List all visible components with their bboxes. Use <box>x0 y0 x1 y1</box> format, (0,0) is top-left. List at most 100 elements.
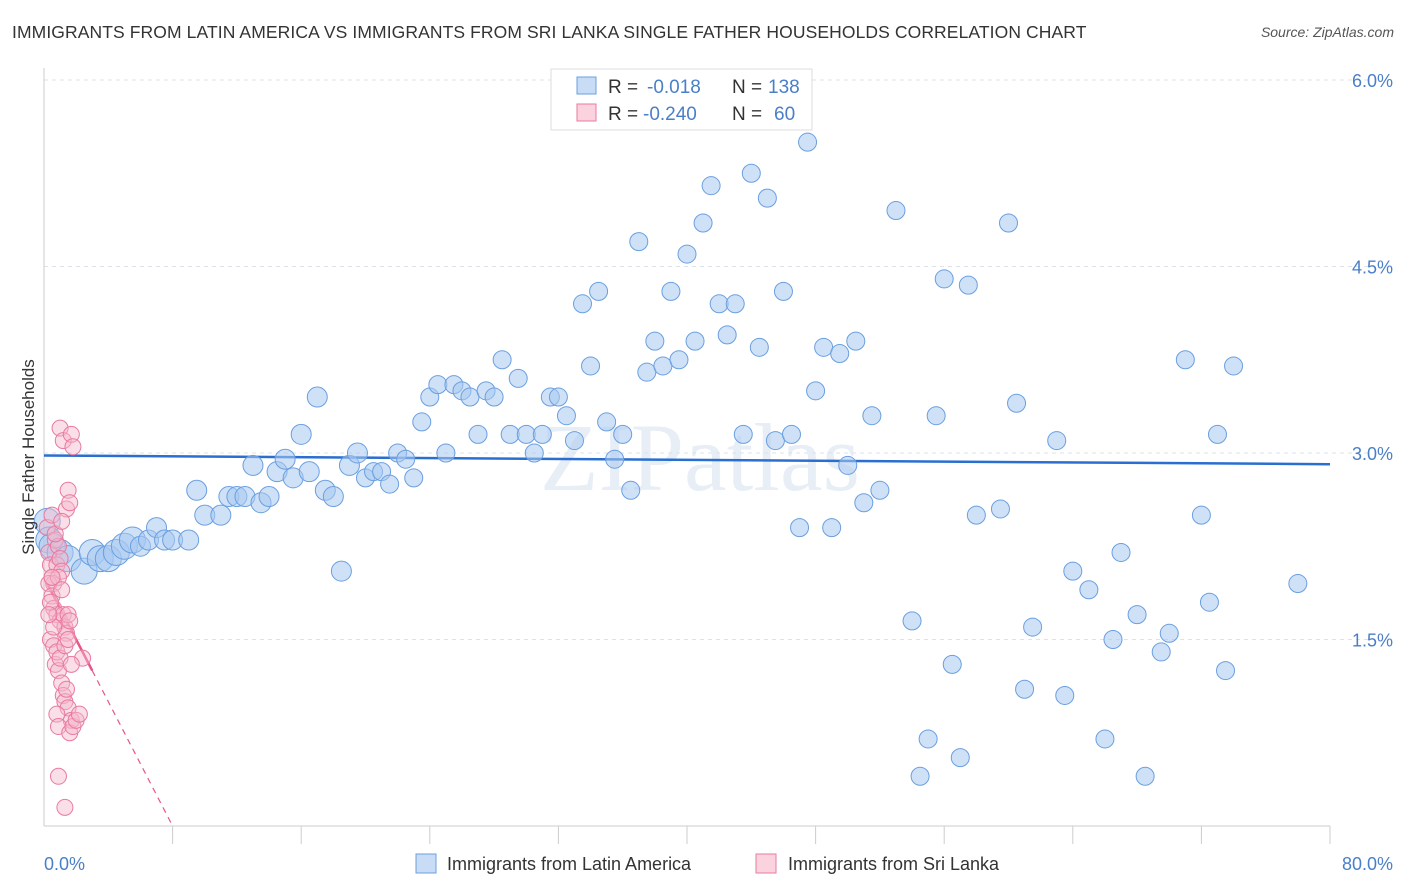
sri-lanka-point <box>43 587 61 605</box>
bottom-legend-label-blue: Immigrants from Latin America <box>447 854 692 874</box>
latin-america-point <box>870 480 890 500</box>
latin-america-point <box>436 443 456 463</box>
latin-america-point <box>902 611 922 631</box>
latin-america-point <box>330 560 352 582</box>
latin-america-point <box>966 505 986 525</box>
latin-america-point <box>749 337 769 357</box>
latin-america-point <box>508 368 528 388</box>
latin-america-point <box>404 468 424 488</box>
latin-america-point <box>564 431 584 451</box>
latin-america-point <box>862 406 882 426</box>
latin-america-point <box>460 387 480 407</box>
x-tick-label-min: 0.0% <box>44 854 85 874</box>
correlation-legend: R = -0.018 N = 138 R = -0.240 N = 60 <box>550 68 813 131</box>
sri-lanka-point <box>62 655 80 673</box>
sri-lanka-point <box>40 606 58 624</box>
y-tick-label-1: 3.0% <box>1352 444 1393 464</box>
y-tick-labels: 1.5% 3.0% 4.5% 6.0% <box>1352 71 1393 651</box>
latin-america-point <box>516 424 536 444</box>
latin-america-point <box>290 423 312 445</box>
sri-lanka-point <box>62 425 80 443</box>
sri-lanka-point <box>43 506 61 524</box>
latin-america-point <box>725 294 745 314</box>
axes <box>43 68 1331 844</box>
y-tick-label-2: 4.5% <box>1352 258 1393 278</box>
latin-america-point <box>1216 661 1236 681</box>
latin-america-point <box>926 406 946 426</box>
latin-america-point <box>524 443 544 463</box>
latin-america-point <box>589 281 609 301</box>
latin-america-point <box>1095 729 1115 749</box>
grid <box>44 79 1370 640</box>
latin-america-point <box>186 479 208 501</box>
latin-america-point <box>581 356 601 376</box>
sri-lanka-point <box>59 481 77 499</box>
legend-blue-n-value: 138 <box>768 77 800 98</box>
latin-america-point <box>661 281 681 301</box>
x-tick-label-max: 80.0% <box>1342 854 1393 874</box>
sri-lanka-point <box>51 550 69 568</box>
latin-america-point <box>958 275 978 295</box>
latin-america-point <box>669 350 689 370</box>
latin-america-point <box>396 449 416 469</box>
latin-america-point <box>838 455 858 475</box>
latin-america-point <box>765 431 785 451</box>
latin-america-point <box>1224 356 1244 376</box>
latin-america-point <box>693 213 713 233</box>
y-tick-label-0: 1.5% <box>1352 631 1393 651</box>
sri-lanka-point <box>54 606 72 624</box>
series-legend: Immigrants from Latin America Immigrants… <box>415 853 1000 874</box>
sri-lanka-trend-line <box>46 582 94 672</box>
sri-lanka-point <box>61 494 79 512</box>
latin-america-point <box>500 424 520 444</box>
latin-america-point <box>846 331 866 351</box>
latin-america-point <box>1159 623 1179 643</box>
latin-america-point <box>814 337 834 357</box>
legend-pink-r-label: R = <box>608 104 638 125</box>
latin-america-point <box>1199 592 1219 612</box>
legend-swatch-blue <box>576 76 597 95</box>
latin-america-point <box>1007 393 1027 413</box>
latin-america-point <box>709 294 729 314</box>
latin-america-point <box>428 375 448 395</box>
latin-america-point <box>548 387 568 407</box>
latin-america-point <box>854 493 874 513</box>
latin-america-point <box>210 504 232 526</box>
latin-america-point <box>1015 679 1035 699</box>
latin-america-point <box>886 201 906 221</box>
latin-america-point <box>701 176 721 196</box>
latin-america-point <box>798 132 818 152</box>
latin-america-point <box>1103 630 1123 649</box>
latin-america-point <box>999 213 1018 233</box>
latin-america-point <box>677 244 697 264</box>
latin-america-point <box>621 480 641 500</box>
latin-america-point <box>597 412 617 432</box>
legend-blue-n-label: N = <box>732 77 762 98</box>
legend-pink-r-value: -0.240 <box>643 104 697 125</box>
bottom-legend-swatch-pink <box>755 853 777 874</box>
trend-lines <box>43 454 1331 827</box>
latin-america-point <box>781 424 801 444</box>
sri-lanka-point <box>58 680 76 698</box>
bottom-legend-label-pink: Immigrants from Sri Lanka <box>788 854 1000 874</box>
latin-america-point <box>412 412 432 432</box>
latin-america-point <box>605 449 625 469</box>
bottom-legend-swatch-blue <box>415 853 437 874</box>
latin-america-point <box>806 381 826 401</box>
latin-america-point <box>1175 350 1195 370</box>
latin-america-point <box>918 729 938 749</box>
chart-title: IMMIGRANTS FROM LATIN AMERICA VS IMMIGRA… <box>12 22 1087 42</box>
latin-america-point <box>613 424 633 444</box>
sri-lanka-point <box>70 705 88 723</box>
legend-blue-r-label: R = <box>608 77 638 98</box>
latin-america-point <box>645 331 665 351</box>
sri-lanka-point <box>43 568 61 586</box>
sri-lanka-point <box>64 438 82 456</box>
latin-america-point <box>950 748 970 768</box>
latin-america-point <box>242 454 264 476</box>
sri-lanka-point <box>53 512 71 530</box>
latin-america-point <box>1127 605 1147 625</box>
latin-america-point <box>298 461 320 483</box>
sri-lanka-point <box>53 581 71 599</box>
